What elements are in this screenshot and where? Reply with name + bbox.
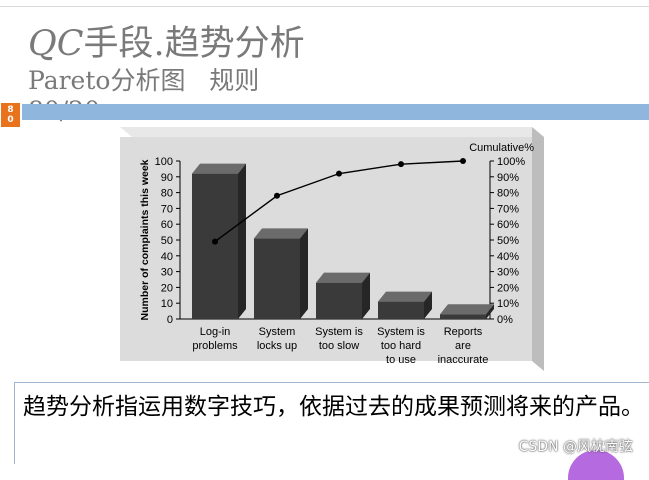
y2-tick-label: 60% (497, 219, 519, 231)
y-tick-label: 80 (161, 188, 173, 200)
category-label: Reports (444, 326, 483, 338)
category-label: System is (377, 326, 425, 338)
top-rule (0, 6, 649, 7)
bar-side (300, 228, 308, 319)
category-label: too hard (381, 340, 421, 352)
y2-tick-label: 10% (497, 298, 519, 310)
category-label: Log-in (200, 326, 231, 338)
bar-top (440, 304, 494, 315)
category-label: locks up (257, 340, 297, 352)
bar (316, 282, 362, 319)
chart-cumulative-line (212, 158, 466, 245)
y-tick-label: 90 (161, 172, 173, 184)
y2-tick-label: 90% (497, 172, 519, 184)
bar-top (378, 291, 432, 302)
watermark: CSDN @风枕南弦 (518, 439, 633, 455)
bar (440, 314, 486, 319)
category-label: too slow (319, 340, 359, 352)
bar-side (238, 163, 246, 319)
y-tick-label: 50 (161, 235, 173, 247)
bar (378, 301, 424, 319)
category-label: problems (192, 340, 238, 352)
category-label: inaccurate (438, 354, 489, 366)
bar-side (362, 272, 370, 319)
chart-category-labels: Log-in problems System locks up System is too… (192, 326, 488, 366)
y-tick-label: 40 (161, 251, 173, 263)
category-label: to use (386, 354, 416, 366)
y2-tick-label: 20% (497, 282, 519, 294)
chart-axes: 0 10 20 30 40 50 60 70 80 90 100 0% 10% 20% 30% 40% 50% 6… (139, 142, 534, 326)
chart-panel (120, 137, 532, 361)
chart-bars (192, 163, 494, 319)
y-axis-title: Number of complaints this week (139, 159, 151, 320)
pareto-chart: 0 10 20 30 40 50 60 70 80 90 100 0% 10% 20% 30% 40% 50% 6… (112, 123, 547, 373)
y2-tick-label: 0% (497, 314, 513, 326)
header-band (22, 104, 649, 120)
y2-tick-label: 80% (497, 188, 519, 200)
category-label: are (455, 340, 471, 352)
title-qc: QC (28, 24, 84, 64)
bar (254, 238, 300, 319)
cumulative-point (212, 238, 218, 245)
slide-title: QC手段.趋势分析 (28, 22, 318, 66)
y-tick-label: 20 (161, 282, 173, 294)
y2-tick-label: 40% (497, 251, 519, 263)
cumulative-point (398, 161, 404, 168)
bar-side (486, 304, 494, 319)
y-tick-label: 0 (167, 314, 173, 326)
title-text: 手段.趋势分析 (83, 24, 305, 64)
y2-tick-label: 100% (497, 156, 525, 168)
cumulative-point (336, 170, 342, 177)
bar-side (424, 291, 432, 319)
y-tick-label: 30 (161, 267, 173, 279)
panel-top (120, 127, 544, 137)
bar-top (192, 163, 246, 174)
page-number: 8 0 (1, 103, 20, 127)
y-tick-label: 100 (155, 156, 173, 168)
bar-top (316, 272, 370, 283)
y2-axis-title: Cumulative% (469, 142, 534, 154)
category-label: System is (315, 326, 363, 338)
cumulative-point (274, 192, 280, 199)
bar-top (254, 228, 308, 239)
y-tick-label: 70 (161, 203, 173, 215)
page-number-text: 8 0 (7, 105, 14, 125)
panel-side (532, 127, 544, 371)
y2-tick-label: 30% (497, 267, 519, 279)
body-text: 趋势分析指运用数字技巧，依据过去的成果预测将来的产品。 (14, 382, 649, 464)
bar (192, 173, 238, 319)
pareto-chart-svg: 0 10 20 30 40 50 60 70 80 90 100 0% 10% 20% 30% 40% 50% 6… (120, 127, 544, 371)
y-tick-label: 60 (161, 219, 173, 231)
y-tick-label: 10 (161, 298, 173, 310)
category-label: System (259, 326, 296, 338)
cumulative-point (460, 158, 466, 164)
y2-tick-label: 70% (497, 203, 519, 215)
y2-tick-label: 50% (497, 235, 519, 247)
